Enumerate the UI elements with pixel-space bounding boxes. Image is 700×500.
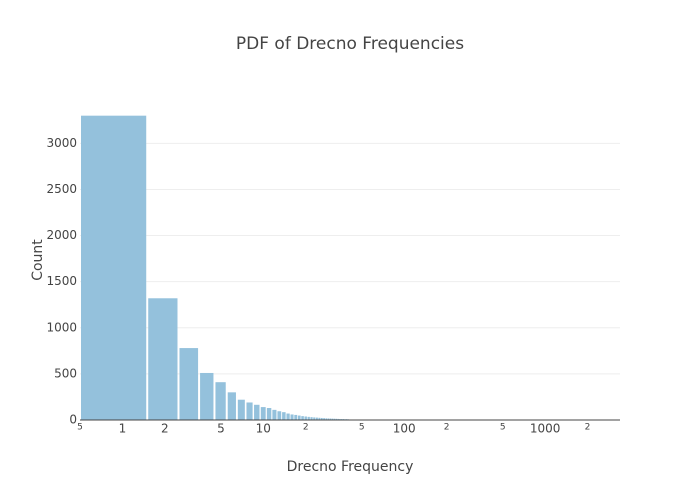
bar <box>337 418 339 420</box>
bar <box>339 418 341 420</box>
bar <box>307 416 310 420</box>
x-tick-label: 5 <box>500 423 506 433</box>
x-tick-label: 2 <box>444 423 450 433</box>
bar <box>329 418 332 420</box>
x-axis-title: Drecno Frequency <box>287 459 414 475</box>
chart-title: PDF of Drecno Frequencies <box>236 34 464 54</box>
bar <box>294 414 298 420</box>
bar <box>313 417 316 420</box>
bar <box>215 382 226 420</box>
bar <box>246 402 253 420</box>
bar <box>333 418 336 420</box>
y-axis-title: Count <box>30 239 46 281</box>
y-tick-label: 0 <box>69 413 77 427</box>
y-tick-label: 2500 <box>46 182 77 196</box>
bar <box>315 417 318 420</box>
bar <box>227 392 236 420</box>
bar <box>290 414 294 420</box>
x-tick-label: 5 <box>217 422 225 436</box>
x-tick-label: 1 <box>119 422 127 436</box>
bar <box>304 416 307 420</box>
x-tick-label: 2 <box>161 422 169 436</box>
bar <box>335 418 338 420</box>
bar <box>320 417 323 420</box>
bar <box>325 418 328 420</box>
bar <box>272 409 277 420</box>
bar <box>237 399 245 420</box>
bar <box>254 404 260 420</box>
x-tick-label: 2 <box>303 423 309 433</box>
bar <box>301 416 304 420</box>
bar <box>179 348 199 420</box>
bar <box>277 411 282 420</box>
x-tick-label: 5 <box>359 423 365 433</box>
y-tick-label: 1500 <box>46 274 77 288</box>
bar <box>286 413 290 420</box>
bar <box>81 115 147 420</box>
bar <box>318 417 321 420</box>
x-tick-label: 1000 <box>530 422 561 436</box>
y-tick-label: 1000 <box>46 320 77 334</box>
y-tick-label: 3000 <box>46 136 77 150</box>
y-tick-label: 2000 <box>46 228 77 242</box>
bar <box>323 418 325 420</box>
bar <box>327 418 330 420</box>
bar <box>260 407 266 420</box>
y-tick-label: 500 <box>54 366 77 380</box>
bar <box>148 298 178 420</box>
bar <box>200 372 214 420</box>
x-tick-label: 100 <box>393 422 416 436</box>
bar <box>266 408 272 420</box>
bar <box>297 415 301 420</box>
x-tick-label: 2 <box>585 423 591 433</box>
bar <box>282 412 286 420</box>
x-tick-label: 10 <box>256 422 271 436</box>
bar <box>331 418 334 420</box>
x-tick-label: 5 <box>77 423 83 433</box>
bar <box>310 417 313 420</box>
